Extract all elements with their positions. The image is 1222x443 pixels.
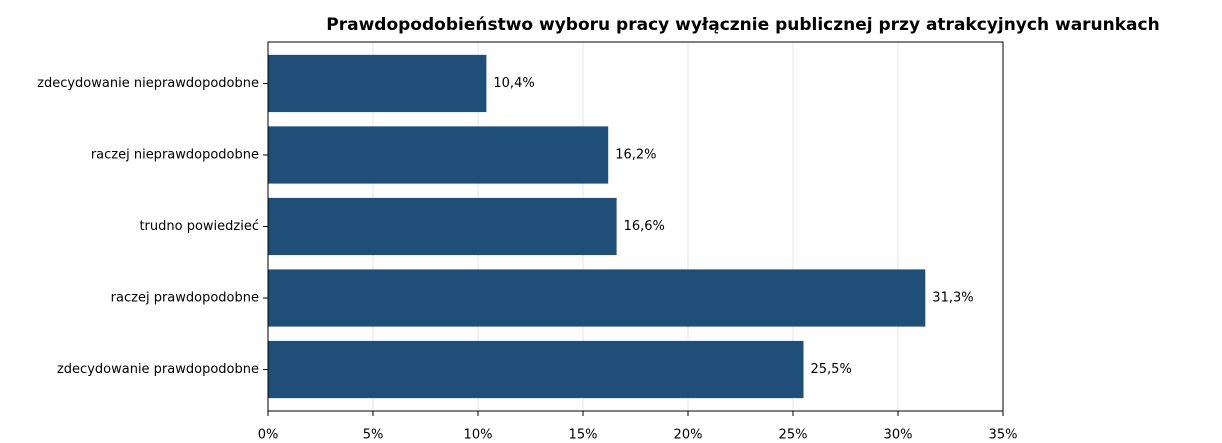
value-label: 10,4% xyxy=(493,76,534,91)
x-tick-label: 35% xyxy=(989,428,1018,443)
y-tick-label: raczej prawdopodobne xyxy=(111,291,259,306)
value-label: 16,6% xyxy=(624,219,665,234)
bar xyxy=(268,269,926,327)
bar xyxy=(268,126,609,184)
x-tick-label: 25% xyxy=(779,428,808,443)
bar xyxy=(268,340,804,399)
x-tick-label: 5% xyxy=(363,428,384,443)
bar xyxy=(268,54,487,113)
value-label: 31,3% xyxy=(932,291,973,306)
chart-title: Prawdopodobieństwo wyboru pracy wyłączni… xyxy=(326,15,1159,35)
bar xyxy=(268,197,617,256)
x-tick-label: 15% xyxy=(569,428,598,443)
value-label: 16,2% xyxy=(615,147,656,162)
x-tick-label: 20% xyxy=(674,428,703,443)
value-label: 25,5% xyxy=(811,362,852,377)
y-tick-label: trudno powiedzieć xyxy=(139,219,259,234)
y-tick-label: zdecydowanie nieprawdopodobne xyxy=(37,76,259,91)
x-tick-label: 0% xyxy=(258,428,279,443)
y-tick-label: raczej nieprawdopodobne xyxy=(91,147,259,162)
y-tick-label: zdecydowanie prawdopodobne xyxy=(57,362,259,377)
x-tick-label: 30% xyxy=(884,428,913,443)
plot-frame xyxy=(267,41,1004,412)
x-tick-label: 10% xyxy=(464,428,493,443)
